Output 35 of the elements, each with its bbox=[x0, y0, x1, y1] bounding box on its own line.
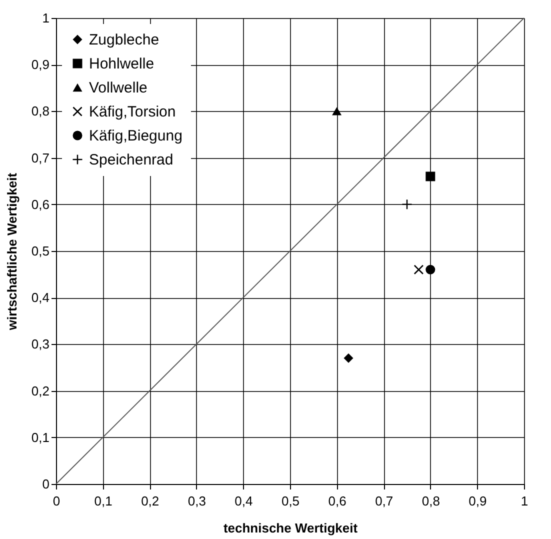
legend-label: Speichenrad bbox=[89, 152, 174, 168]
y-tick-label: 0,5 bbox=[31, 244, 50, 258]
x-tick-label: 0 bbox=[52, 494, 60, 508]
x-tick-label: 0,2 bbox=[141, 494, 160, 508]
x-tick-label: 0,9 bbox=[468, 494, 487, 508]
point bbox=[426, 264, 436, 274]
point bbox=[414, 264, 424, 274]
y-tick-label: 0 bbox=[42, 476, 50, 492]
point bbox=[426, 172, 436, 182]
x-tick-label: 1 bbox=[520, 494, 528, 508]
y-tick-label: 0,9 bbox=[31, 57, 50, 72]
y-tick-label: 0,4 bbox=[31, 290, 50, 306]
legend-label: Vollwelle bbox=[89, 80, 148, 96]
x-tick-label: 0,3 bbox=[188, 494, 206, 508]
y-tick-label: 0,6 bbox=[31, 196, 50, 212]
legend-label: Käfig,Biegung bbox=[89, 128, 182, 144]
y-tick-label: 0,8 bbox=[31, 104, 50, 119]
point bbox=[344, 353, 354, 363]
point bbox=[332, 107, 342, 116]
x-tick-label: 0,5 bbox=[281, 494, 300, 508]
y-tick-label: 0,2 bbox=[31, 383, 50, 398]
legend-label: Käfig,Torsion bbox=[89, 104, 176, 120]
y-tick-label: 0,7 bbox=[31, 150, 50, 166]
x-tick-label: 0,8 bbox=[422, 494, 440, 508]
legend-label: Hohlwelle bbox=[89, 56, 154, 72]
y-axis-title: wirtschaftliche Wertigkeit bbox=[4, 172, 20, 332]
x-tick-label: 0,6 bbox=[328, 494, 346, 508]
legend-label: Zugbleche bbox=[89, 32, 160, 48]
x-tick-label: 0,4 bbox=[234, 494, 253, 508]
x-tick-label: 0,1 bbox=[94, 494, 112, 508]
x-tick-label: 0,7 bbox=[375, 494, 394, 508]
x-axis-title: technische Wertigkeit bbox=[223, 520, 358, 536]
y-tick-label: 0,3 bbox=[31, 336, 50, 352]
y-tick-label: 1 bbox=[42, 10, 50, 26]
y-tick-label: 0,1 bbox=[31, 430, 50, 445]
